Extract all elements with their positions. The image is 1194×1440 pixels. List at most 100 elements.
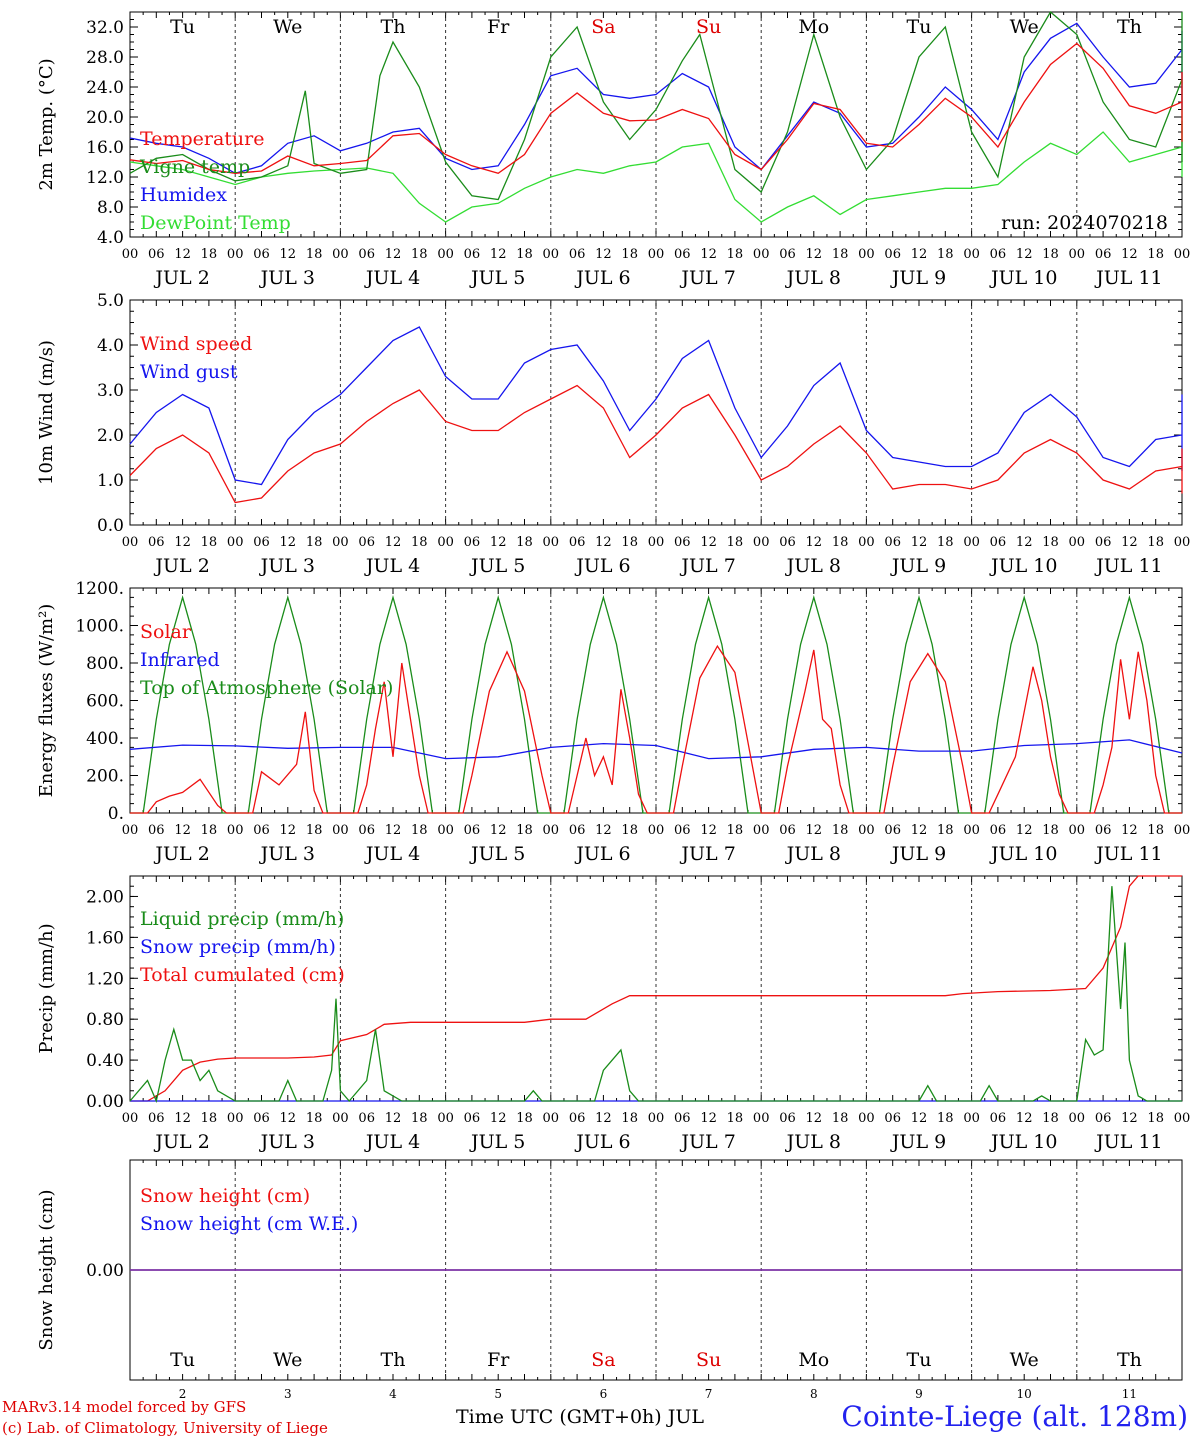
y-tick-label: 1.60	[86, 928, 124, 948]
legend-entry: Snow height (cm)	[140, 1185, 310, 1207]
date-label: JUL 11	[1094, 267, 1162, 289]
hour-label: 06	[148, 247, 165, 262]
date-label: JUL 3	[259, 267, 315, 289]
station-name: Cointe-Liege (alt. 128m)	[841, 1400, 1188, 1433]
hour-label: 00	[1174, 535, 1191, 550]
date-label: JUL 7	[679, 267, 735, 289]
series-total-cumulated-cm-	[130, 875, 1182, 1102]
hour-label: 00	[543, 1111, 560, 1126]
hour-label: 12	[806, 1111, 823, 1126]
date-label: JUL 4	[364, 1131, 420, 1153]
hour-label: 12	[385, 1111, 402, 1126]
series-vigne-temp	[129, 11, 1183, 201]
date-label: JUL 6	[574, 843, 630, 865]
plot-frame	[129, 11, 1183, 238]
hour-label: 12	[280, 535, 297, 550]
y-tick-label: 28.0	[86, 48, 124, 68]
hour-label: 06	[569, 247, 586, 262]
hour-label: 12	[806, 823, 823, 838]
y-tick-label: 16.0	[86, 138, 124, 158]
hour-label: 18	[306, 1111, 323, 1126]
hour-label: 00	[858, 535, 875, 550]
legend-entry: Vigne temp	[139, 156, 250, 178]
hour-label: 00	[332, 535, 349, 550]
series-solar	[130, 644, 1182, 814]
date-label: JUL 9	[890, 267, 946, 289]
day-number: 7	[705, 1387, 713, 1401]
y-tick-label: 0.80	[86, 1010, 124, 1030]
y-tick-label: 0.0	[97, 516, 124, 536]
weekday-label: Th	[381, 16, 406, 38]
hour-label: 18	[832, 823, 849, 838]
hour-label: 06	[674, 823, 691, 838]
y-tick-label: 1200.	[75, 579, 124, 599]
series-temperature	[129, 42, 1183, 175]
hour-label: 12	[911, 823, 928, 838]
hour-label: 00	[648, 247, 665, 262]
hour-label: 18	[937, 535, 954, 550]
y-axis-label: 10m Wind (m/s)	[36, 340, 57, 485]
hour-label: 00	[437, 1111, 454, 1126]
hour-label: 06	[779, 247, 796, 262]
hour-label: 06	[884, 1111, 901, 1126]
hour-label: 18	[832, 1111, 849, 1126]
y-tick-label: 1.0	[97, 471, 124, 491]
weekday-label: Tu	[907, 16, 932, 38]
hour-label: 18	[411, 247, 428, 262]
hour-label: 12	[1016, 535, 1033, 550]
hour-label: 18	[306, 823, 323, 838]
hour-label: 06	[990, 247, 1007, 262]
hour-label: 00	[227, 247, 244, 262]
date-label: JUL 2	[153, 1131, 209, 1153]
hour-label: 00	[543, 823, 560, 838]
hour-label: 00	[858, 1111, 875, 1126]
hour-label: 00	[858, 247, 875, 262]
date-label: JUL 8	[785, 267, 841, 289]
date-label: JUL 3	[259, 843, 315, 865]
plot-frame	[129, 587, 1183, 814]
run-label: run: 2024070218	[1001, 212, 1168, 234]
hour-label: 00	[1069, 823, 1086, 838]
hour-label: 12	[280, 1111, 297, 1126]
chart-panel-2	[129, 299, 1183, 526]
date-label: JUL 5	[469, 1131, 525, 1153]
hour-label: 12	[911, 247, 928, 262]
hour-label: 18	[306, 247, 323, 262]
hour-label: 18	[1147, 535, 1164, 550]
legend-entry: Infrared	[140, 649, 220, 671]
y-tick-label: 2.0	[97, 426, 124, 446]
hour-label: 00	[332, 823, 349, 838]
legend-entry: DewPoint Temp	[140, 212, 291, 234]
hour-label: 18	[201, 1111, 218, 1126]
date-label: JUL 7	[679, 843, 735, 865]
hour-label: 18	[1147, 1111, 1164, 1126]
hour-label: 00	[753, 823, 770, 838]
hour-label: 00	[648, 1111, 665, 1126]
hour-label: 06	[148, 823, 165, 838]
hour-label: 12	[1016, 247, 1033, 262]
hour-label: 12	[1121, 535, 1138, 550]
hour-label: 06	[884, 247, 901, 262]
y-tick-label: 12.0	[86, 168, 124, 188]
hour-label: 00	[648, 823, 665, 838]
chart-panel-3	[129, 587, 1183, 814]
hour-label: 06	[358, 1111, 375, 1126]
y-tick-label: 3.0	[97, 381, 124, 401]
hour-label: 06	[1095, 1111, 1112, 1126]
date-label: JUL 9	[890, 555, 946, 577]
weekday-label: We	[1010, 16, 1039, 38]
y-tick-label: 0.00	[86, 1261, 124, 1281]
hour-label: 12	[806, 535, 823, 550]
date-label: JUL 5	[469, 267, 525, 289]
date-label: JUL 10	[989, 1131, 1057, 1153]
weekday-label: Fr	[487, 16, 510, 38]
weekday-label: Su	[696, 16, 721, 38]
hour-label: 18	[937, 823, 954, 838]
date-label: JUL 8	[785, 1131, 841, 1153]
hour-label: 06	[990, 823, 1007, 838]
hour-label: 00	[963, 535, 980, 550]
day-number: 10	[1017, 1387, 1032, 1401]
legend-entry: Total cumulated (cm)	[140, 964, 345, 986]
hour-label: 00	[648, 535, 665, 550]
y-tick-label: 4.0	[97, 228, 124, 248]
